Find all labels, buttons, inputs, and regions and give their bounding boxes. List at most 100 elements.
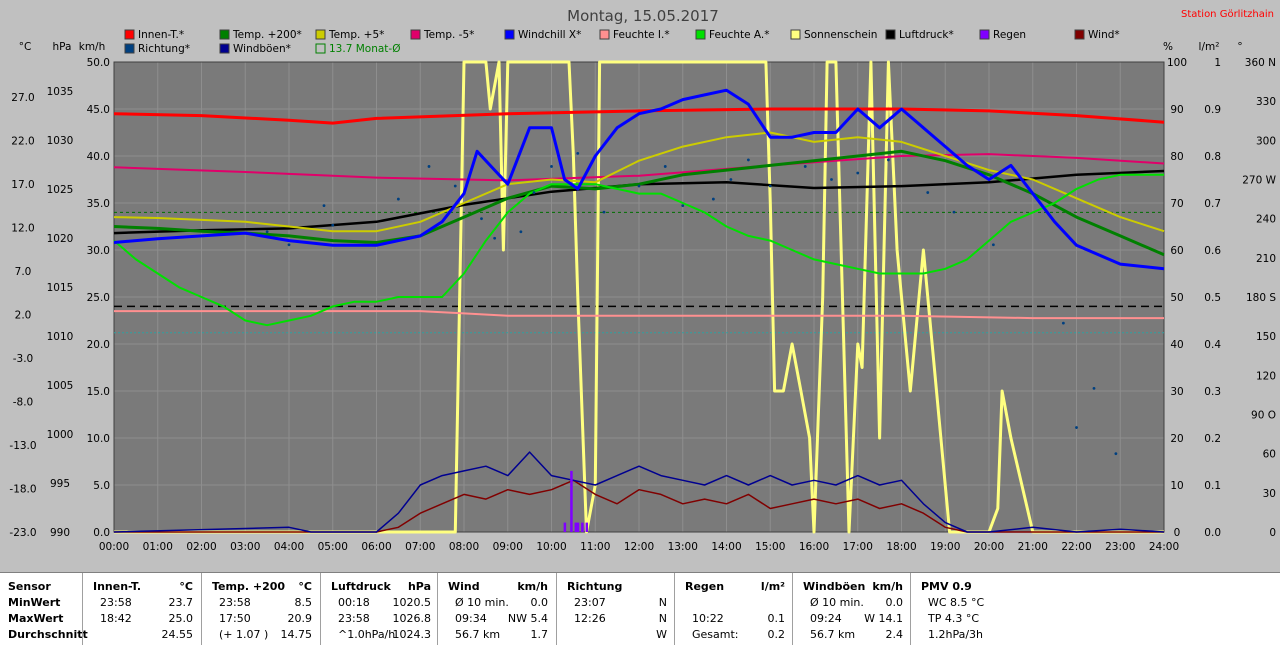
direction-point xyxy=(532,191,536,194)
tick-label-direction: 360 N xyxy=(1245,57,1276,69)
tick-label-time: 04:00 xyxy=(274,541,304,553)
column-header: Richtung xyxy=(567,580,623,593)
series-line-feuchte-i xyxy=(114,310,1164,320)
direction-point xyxy=(493,236,497,240)
direction-point xyxy=(856,171,860,175)
tick-label-direction: 330 xyxy=(1256,96,1276,108)
tick-label-temp: -3.0 xyxy=(13,353,34,365)
tick-label-time: 18:00 xyxy=(886,541,916,553)
tick-label-speed: 30.0 xyxy=(87,245,110,257)
column-unit: l/m² xyxy=(760,580,785,593)
table-cell-label: WC 8.5 °C xyxy=(928,596,985,609)
column-header: Temp. +200 xyxy=(212,580,286,593)
legend-label: Sonnenschein xyxy=(804,29,877,41)
tick-label-humidity: 30 xyxy=(1170,386,1183,398)
table-cell-value: 0.0 xyxy=(885,596,904,609)
tick-label-rain: 0.0 xyxy=(1204,527,1221,539)
tick-label-pressure: 1005 xyxy=(47,380,74,392)
direction-point xyxy=(1114,452,1118,456)
series-temp-5 xyxy=(113,153,1165,182)
table-cell-label: Gesamt: xyxy=(692,628,739,641)
legend-item-temp-5: Temp. -5* xyxy=(410,29,474,41)
direction-point xyxy=(803,165,807,168)
legend-swatch xyxy=(315,43,326,54)
row-label: Sensor xyxy=(8,580,51,593)
table-cell-label: 10:22 xyxy=(692,612,724,625)
legend-label: Temp. -5* xyxy=(423,29,474,41)
tick-label-speed: 25.0 xyxy=(87,292,110,304)
table-cell-value: 24.55 xyxy=(161,628,194,641)
legend-item-windchill-x: Windchill X* xyxy=(504,29,581,41)
tick-label-direction: 150 xyxy=(1256,331,1276,343)
table-cell-value: 20.9 xyxy=(287,612,313,625)
table-cell-value: 2.4 xyxy=(885,628,904,641)
legend-item-sonnenschein: Sonnenschein xyxy=(790,29,877,41)
table-cell-label: 23:58 xyxy=(338,612,370,625)
table-cell-value: 1020.5 xyxy=(392,596,432,609)
row-label: MinWert xyxy=(8,596,61,609)
legend-item-richtung: Richtung* xyxy=(124,43,190,55)
direction-point xyxy=(768,184,772,188)
table-cell-label: 56.7 km xyxy=(810,628,856,641)
tick-label-humidity: 40 xyxy=(1170,339,1183,351)
series-feuchte-a xyxy=(113,173,1164,327)
table-cell-label: ^1.0hPa/h xyxy=(338,628,396,641)
legend-item-regen: Regen xyxy=(979,29,1026,41)
tick-label-humidity: 20 xyxy=(1170,433,1183,445)
axes: 27.0 22.0 17.0 12.0 7.0 2.0 -3.0 -8.0 -13.0 -18.0… xyxy=(9,57,1276,553)
tick-label-speed: 15.0 xyxy=(87,386,110,398)
column-unit: °C xyxy=(298,580,312,593)
legend-item-temp-5: Temp. +5* xyxy=(315,29,384,41)
unit-label-left: hPa xyxy=(53,41,72,53)
tick-label-rain: 1 xyxy=(1214,57,1221,69)
tick-label-time: 16:00 xyxy=(799,541,829,553)
table-cell-value: 0.1 xyxy=(767,612,786,625)
legend-label: Temp. +5* xyxy=(328,29,384,41)
table-divider xyxy=(82,573,83,645)
tick-label-rain: 0.4 xyxy=(1204,339,1221,351)
series-temp-5 xyxy=(113,131,1165,233)
tick-label-time: 10:00 xyxy=(536,541,566,553)
tick-label-time: 21:00 xyxy=(1018,541,1048,553)
tick-label-time: 17:00 xyxy=(843,541,873,553)
legend-label: Wind* xyxy=(1088,29,1120,41)
chart-title: Montag, 15.05.2017 xyxy=(567,7,719,25)
table-cell-value: 8.5 xyxy=(294,596,313,609)
tick-label-pressure: 1000 xyxy=(47,429,74,441)
direction-point xyxy=(926,191,930,194)
column-header: Regen xyxy=(685,580,725,593)
direction-point xyxy=(991,243,995,247)
legend-label: Windchill X* xyxy=(518,29,581,41)
series-line-temp-200 xyxy=(113,149,1165,257)
table-cell-value: 23.7 xyxy=(168,596,194,609)
series-regen xyxy=(563,470,588,532)
direction-point xyxy=(331,223,335,227)
tick-label-time: 20:00 xyxy=(974,541,1004,553)
rain-bar xyxy=(574,522,578,532)
legend-item-feuchte-a: Feuchte A.* xyxy=(695,29,770,41)
series-layer xyxy=(113,60,1165,534)
table-cell-value: 0.2 xyxy=(767,628,786,641)
tick-label-time: 23:00 xyxy=(1105,541,1135,553)
tick-label-direction: 0 xyxy=(1269,527,1276,539)
legend-swatch xyxy=(219,29,230,40)
tick-label-time: 22:00 xyxy=(1061,541,1091,553)
legend-swatch xyxy=(885,29,896,40)
table-cell-value: N xyxy=(658,612,667,625)
tick-label-speed: 50.0 xyxy=(87,57,110,69)
tick-label-pressure: 1010 xyxy=(47,331,74,343)
tick-label-time: 08:00 xyxy=(449,541,479,553)
legend-item-innen-t: Innen-T.* xyxy=(124,29,184,41)
legend-label: Temp. +200* xyxy=(232,29,302,41)
tick-label-time: 12:00 xyxy=(624,541,654,553)
tick-label-rain: 0.9 xyxy=(1204,104,1221,116)
tick-label-speed: 35.0 xyxy=(87,198,110,210)
legend-swatch xyxy=(124,43,135,54)
legend-label: Regen xyxy=(993,29,1026,41)
table-cell-label: 09:34 xyxy=(455,612,487,625)
legend-label: Windböen* xyxy=(233,43,291,55)
direction-point xyxy=(576,151,580,155)
table-cell-label: 1.2hPa/3h xyxy=(928,628,984,641)
column-header: Windböen xyxy=(803,580,866,593)
column-header: Innen-T. xyxy=(93,580,142,593)
